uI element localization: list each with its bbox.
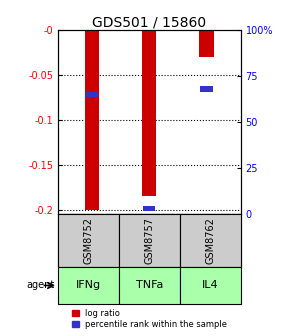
- FancyBboxPatch shape: [58, 267, 119, 304]
- FancyBboxPatch shape: [180, 214, 241, 267]
- FancyBboxPatch shape: [180, 267, 241, 304]
- Text: agent: agent: [26, 281, 54, 290]
- FancyBboxPatch shape: [119, 267, 180, 304]
- Bar: [142, 30, 157, 196]
- Bar: [200, 86, 213, 92]
- Text: GSM8752: GSM8752: [84, 217, 93, 264]
- Legend: log ratio, percentile rank within the sample: log ratio, percentile rank within the sa…: [71, 308, 228, 330]
- Text: IFNg: IFNg: [76, 281, 101, 290]
- Bar: [85, 30, 99, 210]
- Title: GDS501 / 15860: GDS501 / 15860: [92, 15, 206, 29]
- Text: GSM8762: GSM8762: [205, 217, 215, 264]
- Bar: [199, 30, 213, 57]
- Text: TNFa: TNFa: [136, 281, 163, 290]
- Text: IL4: IL4: [202, 281, 219, 290]
- Bar: [143, 206, 155, 211]
- Text: GSM8757: GSM8757: [144, 217, 154, 264]
- FancyBboxPatch shape: [58, 214, 119, 267]
- FancyBboxPatch shape: [119, 214, 180, 267]
- Bar: [86, 92, 98, 97]
